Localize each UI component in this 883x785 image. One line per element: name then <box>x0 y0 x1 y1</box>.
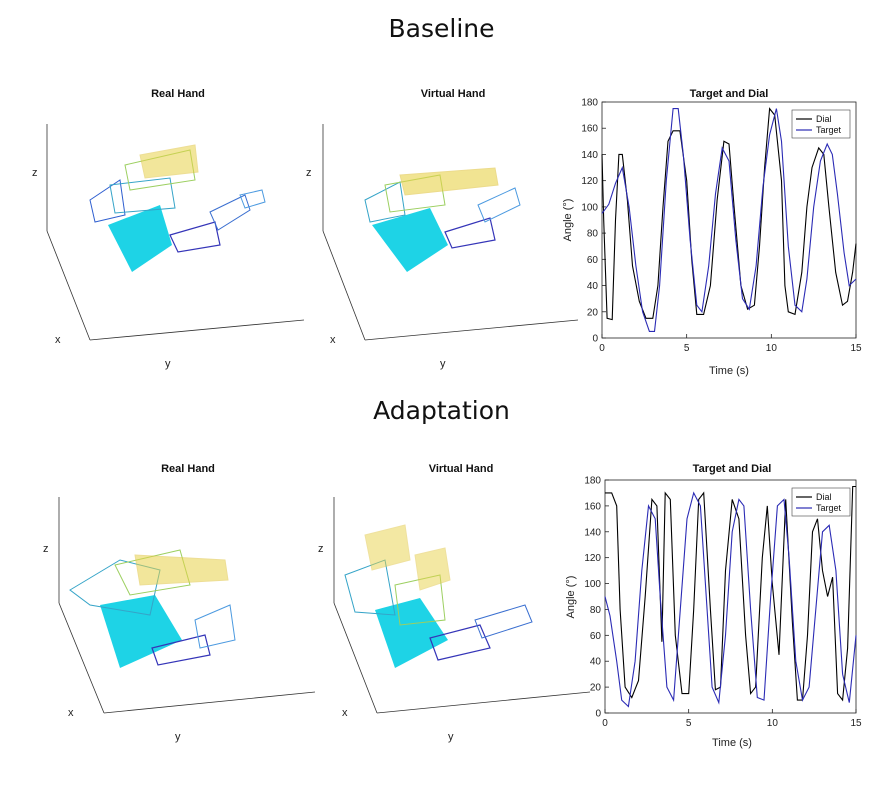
palm-plane <box>375 598 448 668</box>
chart-xlabel: Time (s) <box>712 737 752 749</box>
x-tick-label: 10 <box>767 718 779 729</box>
y-tick-label: 180 <box>584 476 601 487</box>
y-tick-label: 40 <box>590 657 602 668</box>
virtual-hand-panel-baseline: Virtual Hand z x y <box>306 88 579 370</box>
palm-plane <box>108 205 172 272</box>
y-tick-label: 100 <box>584 579 601 590</box>
y-tick-label: 140 <box>581 150 598 161</box>
x-tick-label: 0 <box>599 343 605 354</box>
y-axis-label: y <box>175 731 181 743</box>
y-tick-label: 60 <box>590 631 602 642</box>
y-tick-label: 20 <box>590 683 602 694</box>
palm-plane <box>100 595 182 668</box>
section-title-baseline: Baseline <box>388 14 495 43</box>
z-axis-label: z <box>32 167 38 179</box>
hand-model <box>89 144 266 272</box>
x-axis-label: x <box>55 334 61 346</box>
x-tick-label: 5 <box>686 718 692 729</box>
legend-box <box>791 109 851 139</box>
chart-xlabel: Time (s) <box>709 365 749 377</box>
legend-label: Target <box>816 503 842 513</box>
y-tick-label: 20 <box>587 307 599 318</box>
chart-ylabel: Angle (°) <box>562 199 574 242</box>
chart-baseline: Target and Dial Time (s) Angle (°) 0 20 40… <box>562 88 862 377</box>
real-hand-panel-adaptation: Real Hand z x y <box>43 463 316 743</box>
y-tick-label: 160 <box>584 501 601 512</box>
y-tick-label: 180 <box>581 98 598 109</box>
y-tick-label: 100 <box>581 202 598 213</box>
real-hand-panel-baseline: Real Hand z x y <box>32 88 305 370</box>
series-line-target <box>601 108 857 332</box>
z-axis-label: z <box>43 543 49 555</box>
hand-model <box>69 549 236 668</box>
y-tick-label: 120 <box>584 553 601 564</box>
chart-title: Target and Dial <box>693 463 772 475</box>
x-axis-label: x <box>68 707 74 719</box>
y-axis-label: y <box>448 731 454 743</box>
x-tick-label: 10 <box>766 343 778 354</box>
chart-adaptation: Target and Dial Time (s) Angle (°) 0 20 40… <box>565 463 862 749</box>
hand-model <box>344 524 533 668</box>
z-axis-label: z <box>306 167 312 179</box>
y-tick-label: 120 <box>581 176 598 187</box>
virtual-hand-title: Virtual Hand <box>429 463 494 475</box>
x-tick-label: 15 <box>850 343 862 354</box>
x-tick-label: 15 <box>850 718 862 729</box>
y-axis-label: y <box>440 358 446 370</box>
hand-model <box>364 167 521 272</box>
axes-3d <box>58 497 316 714</box>
virtual-hand-title: Virtual Hand <box>421 88 486 100</box>
y-axis-label: y <box>165 358 171 370</box>
z-axis-label: z <box>318 543 324 555</box>
axes-3d <box>322 124 579 341</box>
chart-ylabel: Angle (°) <box>565 576 577 619</box>
x-tick-label: 5 <box>684 343 690 354</box>
legend-label: Target <box>816 125 842 135</box>
legend-label: Dial <box>816 114 832 124</box>
real-hand-title: Real Hand <box>161 463 215 475</box>
axes-3d <box>46 124 305 341</box>
series-line-dial <box>601 107 857 321</box>
y-tick-label: 140 <box>584 527 601 538</box>
legend-label: Dial <box>816 492 832 502</box>
real-hand-title: Real Hand <box>151 88 205 100</box>
series-line-target <box>604 491 857 708</box>
x-axis-label: x <box>330 334 336 346</box>
x-axis-label: x <box>342 707 348 719</box>
chart-title: Target and Dial <box>690 88 769 100</box>
y-tick-label: 60 <box>587 255 599 266</box>
y-tick-label: 0 <box>595 709 601 720</box>
y-tick-label: 40 <box>587 281 599 292</box>
legend-box <box>791 487 851 517</box>
series-line-dial <box>605 485 856 702</box>
y-tick-label: 160 <box>581 124 598 135</box>
section-title-adaptation: Adaptation <box>373 396 510 425</box>
palm-plane <box>372 208 448 272</box>
y-tick-label: 80 <box>590 605 602 616</box>
y-tick-label: 0 <box>592 334 598 345</box>
y-tick-label: 80 <box>587 229 599 240</box>
virtual-hand-panel-adaptation: Virtual Hand z x y <box>318 463 591 743</box>
plot-area <box>601 101 857 339</box>
x-tick-label: 0 <box>602 718 608 729</box>
axes-3d <box>333 497 591 714</box>
